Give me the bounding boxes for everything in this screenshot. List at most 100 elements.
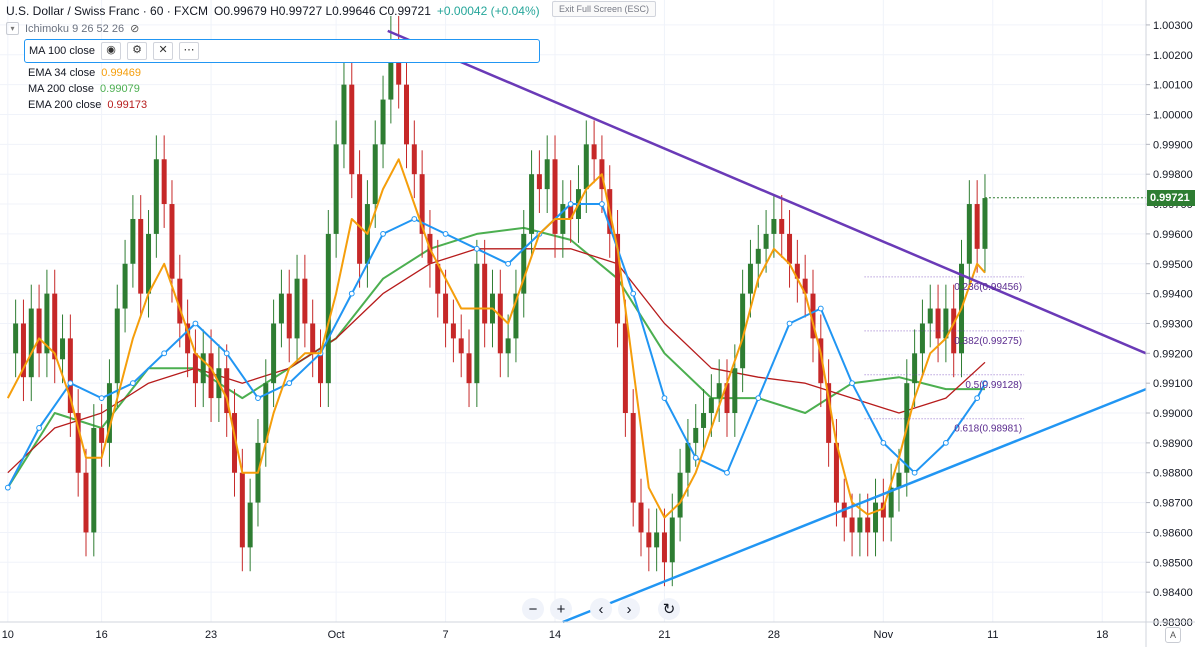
x-tick-label: Oct: [328, 629, 345, 641]
candle-body: [935, 308, 941, 339]
candle-body: [458, 338, 464, 354]
ema34-value: 0.99469: [101, 67, 142, 79]
candle-body: [552, 159, 558, 234]
x-tick-label: 21: [658, 629, 670, 641]
y-tick-label: 0.99400: [1153, 289, 1193, 301]
candle-body: [200, 353, 206, 384]
candle-body: [568, 204, 574, 219]
candle-body: [466, 353, 472, 384]
candle-body: [130, 218, 136, 264]
chart-grid: [0, 0, 1146, 623]
x-tick-label: Nov: [874, 629, 894, 641]
candle-body: [239, 472, 245, 548]
candle-body: [802, 278, 808, 294]
y-tick-label: 1.00000: [1153, 109, 1193, 121]
candle-body: [755, 248, 761, 264]
candle-body: [544, 159, 550, 190]
candle-body: [161, 159, 167, 205]
candle-body: [83, 472, 89, 533]
candle-body: [857, 517, 863, 533]
candle-body: [787, 233, 793, 264]
candle-body: [622, 323, 628, 414]
ma100-marker: [286, 380, 293, 387]
ma100-marker: [129, 380, 136, 387]
indicator-ema34[interactable]: EMA 34 close 0.99469: [28, 67, 540, 79]
indicator-ichimoku[interactable]: ▾ Ichimoku 9 26 52 26 ⊘: [6, 22, 540, 35]
y-tick-label: 0.98900: [1153, 438, 1193, 450]
x-tick-label: 28: [768, 629, 780, 641]
fibonacci-levels: 0.236(0.99456) 0.382(0.99275) 0.5(0.99128)…: [864, 276, 1025, 435]
ma100-marker: [817, 305, 824, 312]
candle-body: [419, 174, 425, 234]
candle-body: [661, 532, 667, 563]
ma100-marker: [161, 350, 168, 357]
candle-body: [263, 383, 269, 443]
hidden-eye-icon[interactable]: ⊘: [130, 23, 140, 35]
close-icon[interactable]: ✕: [153, 42, 174, 60]
candle-body: [294, 278, 300, 339]
ma100-marker: [974, 395, 981, 401]
zoom-in-button[interactable]: +: [550, 598, 572, 620]
candle-body: [943, 308, 949, 339]
candle-body: [286, 293, 292, 339]
candle-body: [716, 383, 722, 399]
ema34-label: EMA 34 close: [28, 67, 96, 79]
candle-body: [669, 517, 675, 563]
reset-chart-button[interactable]: ↻: [658, 598, 680, 620]
candle-body: [302, 278, 308, 324]
ma100-marker: [380, 231, 386, 237]
candle-body: [529, 174, 535, 234]
symbol-title[interactable]: U.S. Dollar / Swiss Franc · 60 · FXCM: [6, 4, 209, 18]
candle-body: [177, 278, 183, 324]
ma100-marker: [4, 484, 11, 491]
candle-body: [966, 204, 972, 264]
candle-body: [28, 308, 34, 378]
y-tick-label: 1.00300: [1153, 20, 1193, 32]
ma100-marker: [849, 380, 855, 387]
candle-body: [318, 353, 324, 384]
eye-icon[interactable]: ◉: [101, 42, 122, 60]
scroll-right-button[interactable]: ›: [618, 598, 640, 620]
candle-body: [982, 198, 988, 249]
fib-level-label: 0.382(0.99275): [954, 336, 1022, 347]
ma100-marker: [724, 469, 730, 476]
candle-body: [896, 472, 902, 488]
gear-icon[interactable]: ⚙: [127, 42, 148, 60]
indicator-ma100[interactable]: MA 100 close ◉ ⚙ ✕ ⋯: [24, 39, 540, 63]
candle-body: [919, 323, 925, 354]
candle-body: [310, 323, 316, 354]
candle-body: [833, 442, 839, 503]
indicator-ma200[interactable]: MA 200 close 0.99079: [28, 83, 540, 95]
zoom-out-button[interactable]: −: [522, 598, 544, 620]
x-tick-label: 23: [205, 629, 217, 641]
candle-body: [380, 99, 386, 145]
candle-body: [52, 293, 58, 360]
ma100-marker: [473, 245, 480, 252]
x-tick-label: 7: [443, 629, 449, 641]
indicator-ema200[interactable]: EMA 200 close 0.99173: [28, 99, 540, 111]
chart-series: [4, 15, 1146, 587]
candle-body: [536, 174, 542, 190]
candle-body: [591, 144, 597, 160]
ohlc-values: O0.99679 H0.99727 L0.99646 C0.99721: [214, 4, 431, 18]
ma100-marker: [255, 395, 261, 401]
resistance-trendline: [387, 29, 1147, 355]
candle-body: [849, 517, 855, 533]
ma100-marker: [982, 380, 988, 387]
y-tick-label: 0.98800: [1153, 468, 1193, 480]
candle-body: [497, 293, 503, 354]
candle-body: [60, 338, 66, 360]
candle-body: [114, 308, 120, 384]
exit-fullscreen-button[interactable]: Exit Full Screen (ESC): [552, 1, 657, 17]
candle-body: [724, 383, 730, 414]
candle-body: [763, 233, 769, 249]
candle-body: [443, 293, 449, 324]
candle-body: [138, 218, 144, 294]
fib-level-label: 0.5(0.99128): [965, 380, 1022, 391]
more-icon[interactable]: ⋯: [179, 42, 200, 60]
candle-body: [630, 413, 636, 503]
scroll-left-button[interactable]: ‹: [590, 598, 612, 620]
auto-scale-button[interactable]: A: [1165, 627, 1181, 643]
collapse-caret-icon[interactable]: ▾: [6, 22, 19, 35]
